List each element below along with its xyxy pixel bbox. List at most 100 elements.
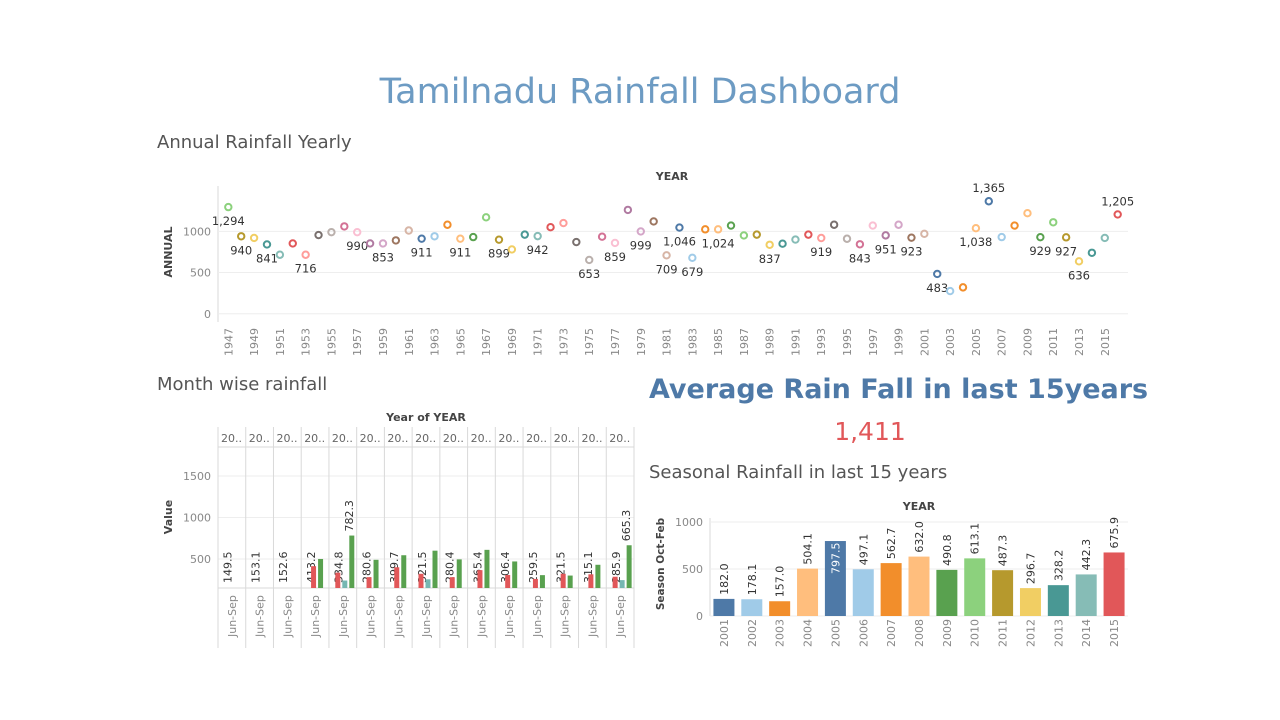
category-label: Jun-Sep: [559, 595, 572, 638]
x-tick-label: 2009: [1021, 328, 1034, 356]
data-point: [481, 213, 491, 222]
data-point: [507, 245, 517, 254]
x-tick-label: 1997: [867, 328, 880, 356]
data-point: [404, 226, 413, 235]
bar: [505, 575, 511, 588]
data-point: [262, 240, 272, 249]
bar: [936, 569, 958, 616]
category-label: Jun-Sep: [254, 595, 267, 638]
bar: [852, 569, 874, 616]
data-label: 1,294: [212, 214, 245, 228]
x-tick-label: 1991: [789, 328, 802, 356]
data-point: [791, 235, 800, 244]
x-tick-label: 2006: [857, 619, 870, 647]
x-tick-label: 2008: [913, 619, 926, 647]
data-label: 1,365: [972, 181, 1005, 195]
value-label: 178.1: [746, 564, 759, 596]
value-label: 782.3: [343, 500, 356, 532]
x-tick-label: 2011: [1047, 328, 1060, 356]
x-tick-label: 2005: [829, 619, 842, 647]
x-tick-label: 1951: [274, 328, 287, 356]
x-tick-label: 1975: [583, 328, 596, 356]
data-label: 716: [295, 262, 317, 276]
data-point: [945, 286, 955, 296]
data-label: 919: [810, 245, 832, 259]
data-point: [559, 218, 568, 228]
x-tick-label: 2002: [746, 619, 759, 647]
data-point: [894, 220, 903, 229]
x-tick-label: 1989: [764, 328, 777, 356]
bar: [512, 561, 518, 588]
bar: [595, 564, 601, 588]
y-tick-label: 1000: [183, 512, 211, 525]
y-tick-label: 1000: [183, 225, 211, 238]
data-point: [971, 224, 981, 233]
panel-year-label: 20..: [332, 432, 353, 445]
data-point: [958, 283, 968, 292]
bar: [432, 550, 438, 588]
x-tick-label: 1967: [480, 328, 493, 356]
panel-year-label: 20..: [387, 432, 408, 445]
x-tick-label: 1947: [222, 328, 235, 356]
x-tick-label: 1995: [841, 328, 854, 356]
value-label: 280.6: [360, 552, 373, 584]
y-tick-label: 500: [682, 563, 703, 576]
value-label: 153.1: [249, 552, 262, 584]
data-point: [855, 240, 865, 249]
data-point: [817, 233, 826, 243]
data-point: [778, 239, 787, 248]
panel-year-label: 20..: [249, 432, 270, 445]
value-label: 613.1: [969, 523, 982, 555]
data-point: [301, 250, 310, 259]
value-label: 675.9: [1108, 517, 1121, 549]
value-label: 280.4: [444, 552, 457, 584]
panel-year-label: 20..: [471, 432, 492, 445]
data-label: 709: [656, 262, 678, 276]
y-tick-label: 1000: [675, 516, 703, 529]
data-point: [1061, 233, 1071, 242]
data-point: [662, 251, 671, 260]
category-label: Jun-Sep: [392, 595, 405, 638]
value-label: 442.3: [1080, 539, 1093, 571]
data-point: [997, 232, 1006, 242]
data-label: 841: [256, 251, 278, 265]
x-tick-label: 2013: [1052, 619, 1065, 647]
data-point: [1100, 233, 1109, 243]
x-axis-title: YEAR: [902, 500, 936, 513]
data-label: 990: [346, 239, 368, 253]
data-point: [739, 231, 749, 240]
data-point: [765, 240, 774, 249]
x-tick-label: 1979: [635, 328, 648, 356]
data-point: [881, 231, 890, 240]
data-point: [842, 234, 852, 243]
value-label: 497.1: [857, 534, 870, 566]
data-point: [237, 232, 246, 241]
bar: [425, 579, 431, 588]
x-tick-label: 1955: [325, 328, 338, 356]
bar: [311, 566, 317, 588]
value-label: 157.0: [774, 566, 787, 598]
bar: [477, 570, 483, 588]
data-point: [249, 233, 259, 243]
x-tick-label: 1957: [351, 328, 364, 356]
bar: [349, 535, 355, 588]
data-label: 636: [1068, 268, 1090, 282]
y-tick-label: 0: [204, 308, 211, 321]
data-point: [933, 269, 942, 279]
data-point: [494, 235, 504, 244]
data-point: [1087, 248, 1097, 257]
data-point: [726, 221, 736, 230]
bar: [373, 559, 379, 588]
value-label: 797.5: [829, 543, 842, 575]
bar: [713, 598, 735, 616]
category-label: Jun-Sep: [309, 595, 322, 638]
bar: [1019, 588, 1041, 616]
x-tick-label: 2012: [1024, 619, 1037, 647]
x-tick-label: 1949: [248, 328, 261, 356]
data-point: [984, 197, 993, 206]
bar: [880, 563, 902, 616]
bar: [612, 576, 618, 588]
